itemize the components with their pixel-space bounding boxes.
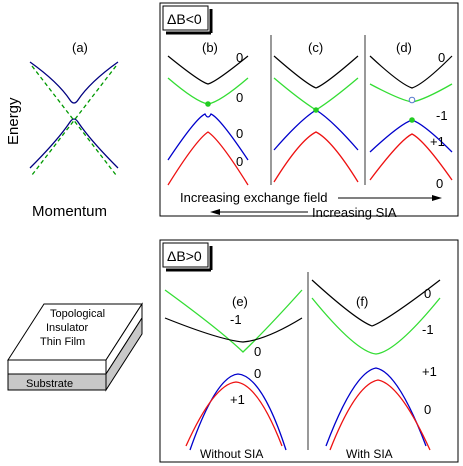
- panel-f-label: (f): [356, 294, 368, 309]
- top-box-frame: [159, 2, 459, 217]
- panel-b-black-band: [167, 55, 249, 85]
- panel-b-number-2: 0: [236, 90, 243, 105]
- panel-c-dot: [313, 107, 319, 113]
- bottom-box-frame: [159, 239, 459, 463]
- exchange-arrow-label: Increasing exchange field: [180, 190, 327, 205]
- panel-e-number-3: 0: [254, 366, 261, 381]
- panel-b: (b) 0 0 0 0: [167, 40, 249, 186]
- sia-arrow-head: [210, 209, 220, 215]
- panel-b-number-3: 0: [236, 126, 243, 141]
- panel-c-black-band: [273, 55, 359, 89]
- sia-arrow-label: Increasing SIA: [312, 205, 397, 220]
- panel-a-dashed-line-2: [31, 65, 117, 176]
- energy-axis-label: Energy: [5, 97, 22, 145]
- panel-f-black-band: [311, 279, 441, 327]
- panel-c-label: (c): [308, 40, 323, 55]
- panel-f-green-band: [311, 297, 441, 355]
- panel-e-blue-band: [189, 373, 287, 451]
- panel-e-number-1: -1: [230, 312, 242, 327]
- panel-a-upper-band: [29, 61, 119, 104]
- panel-d-dot: [409, 117, 415, 123]
- film-label-line2: Insulator: [46, 322, 89, 334]
- panel-a-label: (a): [72, 40, 88, 55]
- panel-d-label: (d): [396, 40, 412, 55]
- panel-b-number-4: 0: [236, 154, 243, 169]
- panel-e: (e) -1 0 0 +1 Without SIA: [164, 289, 303, 461]
- film-label-line3: Thin Film: [40, 336, 85, 348]
- panel-d-number-3: +1: [430, 134, 445, 149]
- panel-b-red-band: [167, 131, 249, 186]
- panel-e-green-band: [164, 289, 303, 353]
- top-box-tag-frame: [162, 5, 209, 31]
- panel-d-black-band: [369, 55, 453, 89]
- panel-f-number-3: +1: [422, 364, 437, 379]
- panel-b-label: (b): [202, 40, 218, 55]
- top-box: ΔB<0 (b) 0 0 0 0 (c) (d): [159, 2, 459, 220]
- film-label-line1: Topological: [50, 308, 105, 320]
- panel-a-lower-band: [29, 118, 119, 169]
- bottom-box-tag-frame: [162, 242, 209, 268]
- panel-a: (a) Energy Momentum: [5, 40, 119, 220]
- substrate-label: Substrate: [26, 378, 73, 390]
- top-box-tag: ΔB<0: [167, 11, 202, 27]
- panel-e-number-2: 0: [254, 344, 261, 359]
- film-front-face: [7, 359, 107, 375]
- panel-f-red-band: [329, 379, 431, 451]
- panel-c-green-band: [273, 77, 359, 111]
- thin-film-illustration: Topological Insulator Thin Film Substrat…: [7, 302, 143, 392]
- bottom-box-tag: ΔB>0: [167, 248, 202, 264]
- panel-d-number-4: 0: [436, 176, 443, 191]
- substrate-block: [7, 373, 107, 391]
- panel-d-open-dot: [408, 96, 416, 104]
- panel-e-red-band: [185, 381, 283, 447]
- panel-d-number-2: -1: [436, 108, 448, 123]
- panel-c-blue-band: [273, 109, 359, 151]
- panel-e-label: (e): [232, 294, 248, 309]
- panel-f-number-4: 0: [424, 402, 431, 417]
- panel-f-caption: With SIA: [346, 447, 393, 461]
- panel-d-red-band: [369, 133, 453, 181]
- panel-c-red-band: [273, 131, 359, 183]
- panel-e-caption: Without SIA: [200, 447, 263, 461]
- exchange-arrow-head: [432, 195, 442, 201]
- panel-e-number-4: +1: [230, 392, 245, 407]
- panel-d-number-1: 0: [438, 50, 445, 65]
- panel-a-dashed-line-1: [31, 65, 117, 176]
- panel-b-blue-band: [167, 113, 249, 161]
- panel-d: (d) 0 -1 +1 0: [369, 40, 453, 191]
- panel-b-dot: [205, 101, 211, 107]
- momentum-axis-label: Momentum: [32, 203, 107, 220]
- panel-f-number-1: 0: [424, 286, 431, 301]
- panel-e-black-band: [164, 317, 303, 343]
- panel-f-blue-band: [325, 367, 427, 447]
- panel-c: (c): [273, 40, 359, 183]
- panel-f-number-2: -1: [422, 322, 434, 337]
- panel-f: (f) 0 -1 +1 0 With SIA: [311, 279, 441, 461]
- bottom-box: ΔB>0 (e) -1 0 0 +1 Without SIA (f) 0 -1 …: [159, 239, 459, 463]
- panel-b-number-1: 0: [236, 50, 243, 65]
